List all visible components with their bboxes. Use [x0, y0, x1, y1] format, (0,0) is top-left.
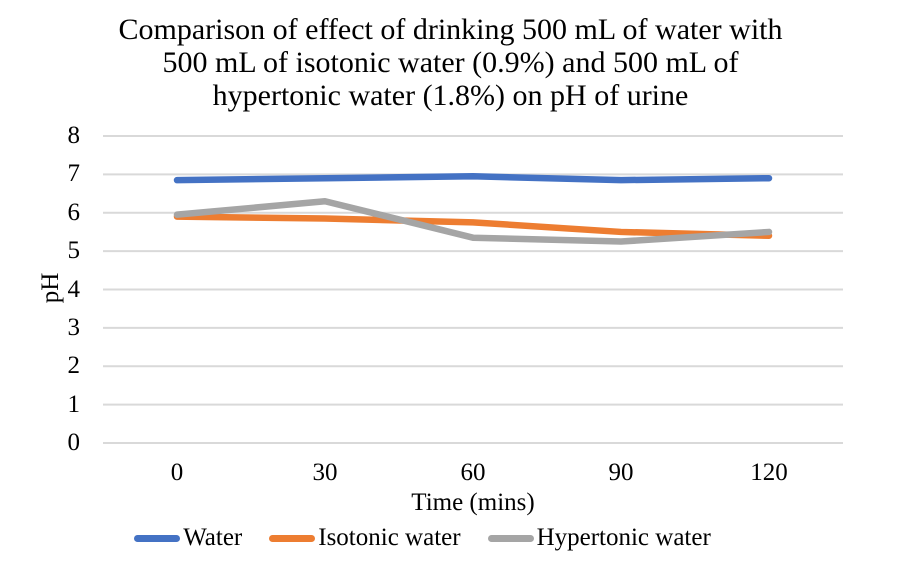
legend-item-isotonic-water: Isotonic water — [269, 523, 461, 553]
y-tick-label: 6 — [67, 198, 81, 226]
chart-title-line-2: 500 mL of isotonic water (0.9%) and 500 … — [162, 46, 739, 79]
legend-item-water: Water — [134, 523, 242, 553]
legend-label: Hypertonic water — [536, 524, 711, 551]
x-tick-label: 30 — [312, 459, 338, 486]
y-tick-label: 8 — [67, 122, 81, 149]
series-line-isotonic-water — [173, 213, 773, 240]
x-tick-label: 90 — [608, 459, 634, 486]
chart-title: Comparison of effect of drinking 500 mL … — [0, 13, 901, 112]
y-tick-label: 7 — [67, 160, 81, 188]
chart-title-line-1: Comparison of effect of drinking 500 mL … — [118, 13, 783, 46]
legend: Water Isotonic water Hypertonic water — [0, 523, 845, 553]
y-tick-label: 1 — [67, 390, 81, 418]
x-tick-label: 0 — [170, 459, 184, 486]
y-tick-label: 4 — [67, 275, 81, 303]
y-axis-title: pH — [37, 272, 64, 304]
legend-line-marker-icon — [134, 534, 181, 542]
legend-line-marker-icon — [487, 534, 534, 542]
legend-label: Water — [183, 524, 243, 551]
x-axis-title: Time (mins) — [411, 489, 535, 516]
x-tick-label: 60 — [460, 459, 486, 486]
y-tick-label: 0 — [67, 429, 81, 456]
series-line-water — [173, 173, 773, 184]
chart-title-line-3: hypertonic water (1.8%) on pH of urine — [212, 79, 689, 112]
legend-line-marker-icon — [269, 534, 316, 542]
y-tick-label: 2 — [67, 352, 81, 380]
y-tick-label: 5 — [67, 237, 81, 265]
y-tick-label: 3 — [67, 313, 81, 341]
series-line-hypertonic-water — [173, 197, 773, 245]
legend-item-hypertonic-water: Hypertonic water — [487, 523, 711, 553]
x-tick-label: 120 — [750, 459, 788, 486]
legend-label: Isotonic water — [318, 524, 461, 551]
